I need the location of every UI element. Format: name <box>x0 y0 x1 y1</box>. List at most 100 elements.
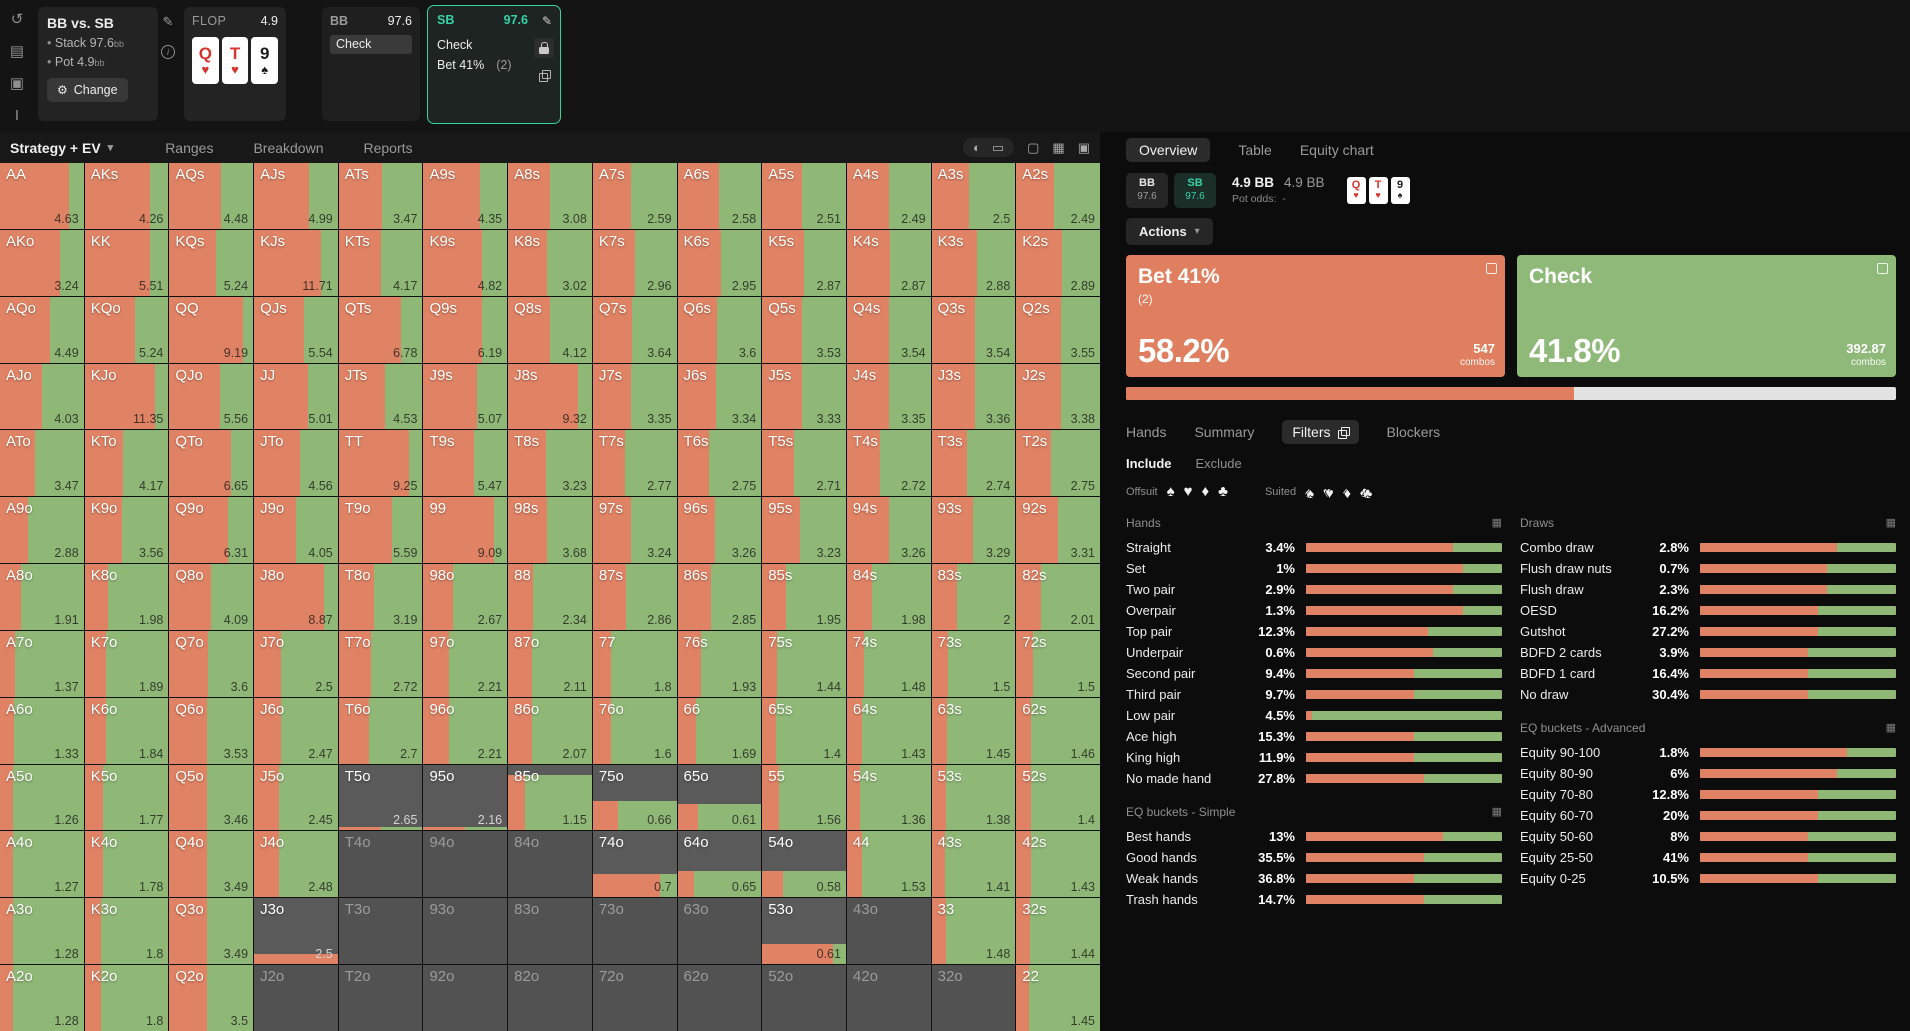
matrix-cell-84o[interactable]: 84o <box>508 831 592 898</box>
filter-row-gutshot[interactable]: Gutshot 27.2% <box>1520 621 1896 642</box>
matrix-cell-76o[interactable]: 76o 1.6 <box>592 697 677 764</box>
matrix-cell-kts[interactable]: KTs 4.17 <box>338 229 423 296</box>
edit-icon[interactable]: ✎ <box>541 14 552 28</box>
matrix-cell-t4s[interactable]: T4s 2.72 <box>846 430 931 497</box>
matrix-cell-64s[interactable]: 64s 1.43 <box>846 697 931 764</box>
matrix-cell-k2o[interactable]: K2o 1.8 <box>84 965 169 1031</box>
bet-action-block[interactable]: Bet 41% (2) 58.2% 547 combos <box>1126 255 1505 377</box>
matrix-cell-82o[interactable]: 82o <box>508 965 592 1031</box>
select-all-icon[interactable]: ▦ <box>1491 805 1502 818</box>
matrix-cell-k8o[interactable]: K8o 1.98 <box>84 564 169 630</box>
matrix-cell-22[interactable]: 22 1.45 <box>1016 965 1100 1031</box>
matrix-cell-95o[interactable]: 95o 2.16 <box>423 764 508 831</box>
suited-diamond-icon[interactable]: ♦ ♦ <box>1342 483 1351 501</box>
matrix-cell-j3o[interactable]: J3o 2.5 <box>254 898 338 965</box>
tab-table[interactable]: Table <box>1238 142 1272 158</box>
filter-row-flush-draw-nuts[interactable]: Flush draw nuts 0.7% <box>1520 558 1896 579</box>
matrix-cell-q5o[interactable]: Q5o 3.46 <box>169 764 254 831</box>
tab-hands[interactable]: Hands <box>1126 424 1167 440</box>
matrix-cell-86o[interactable]: 86o 2.07 <box>508 697 592 764</box>
matrix-cell-j8o[interactable]: J8o 8.87 <box>254 564 338 630</box>
matrix-cell-ajs[interactable]: AJs 4.99 <box>254 163 338 229</box>
lock-button[interactable] <box>534 38 554 58</box>
matrix-cell-83s[interactable]: 83s 2 <box>931 564 1016 630</box>
matrix-cell-43s[interactable]: 43s 1.41 <box>931 831 1016 898</box>
matrix-cell-a9o[interactable]: A9o 2.88 <box>0 497 84 564</box>
matrix-cell-83o[interactable]: 83o <box>508 898 592 965</box>
matrix-cell-j4s[interactable]: J4s 3.35 <box>846 363 931 430</box>
matrix-cell-54o[interactable]: 54o 0.58 <box>762 831 846 898</box>
edit-icon[interactable]: ✎ <box>162 14 174 29</box>
tab-equity-chart[interactable]: Equity chart <box>1299 142 1374 158</box>
matrix-cell-k5s[interactable]: K5s 2.87 <box>762 229 846 296</box>
matrix-cell-85o[interactable]: 85o 1.15 <box>508 764 592 831</box>
matrix-cell-kjs[interactable]: KJs 11.71 <box>254 229 338 296</box>
player-chip-bb[interactable]: BB 97.6 <box>1126 172 1168 208</box>
matrix-cell-j5s[interactable]: J5s 3.33 <box>762 363 846 430</box>
matrix-cell-a8o[interactable]: A8o 1.91 <box>0 564 84 630</box>
sb-action-bet[interactable]: Bet 41% (2) <box>437 58 512 72</box>
matrix-cell-q3s[interactable]: Q3s 3.54 <box>931 296 1016 363</box>
matrix-cell-jts[interactable]: JTs 4.53 <box>338 363 423 430</box>
change-button[interactable]: ⚙ Change <box>47 78 128 102</box>
expand-icon[interactable] <box>1877 263 1888 274</box>
matrix-cell-a7o[interactable]: A7o 1.37 <box>0 630 84 697</box>
matrix-cell-kqs[interactable]: KQs 5.24 <box>169 229 254 296</box>
matrix-cell-q7o[interactable]: Q7o 3.6 <box>169 630 254 697</box>
matrix-cell-qto[interactable]: QTo 6.65 <box>169 430 254 497</box>
view-mode-dropdown[interactable]: Strategy + EV ▾ <box>10 139 114 156</box>
matrix-cell-t8o[interactable]: T8o 3.19 <box>338 564 423 630</box>
filter-row-flush-draw[interactable]: Flush draw 2.3% <box>1520 579 1896 600</box>
matrix-cell-65s[interactable]: 65s 1.4 <box>762 697 846 764</box>
filter-row-equity-70-80[interactable]: Equity 70-80 12.8% <box>1520 784 1896 805</box>
matrix-cell-94s[interactable]: 94s 3.26 <box>846 497 931 564</box>
filter-row-no-made-hand[interactable]: No made hand 27.8% <box>1126 768 1502 789</box>
matrix-cell-65o[interactable]: 65o 0.61 <box>677 764 762 831</box>
suited-heart-icon[interactable]: ♥ ♥ <box>1323 483 1334 501</box>
copy-icon[interactable] <box>538 70 551 82</box>
matrix-cell-a9s[interactable]: A9s 4.35 <box>423 163 508 229</box>
filter-row-trash-hands[interactable]: Trash hands 14.7% <box>1126 889 1502 910</box>
matrix-cell-q8s[interactable]: Q8s 4.12 <box>508 296 592 363</box>
matrix-cell-95s[interactable]: 95s 3.23 <box>762 497 846 564</box>
matrix-cell-t8s[interactable]: T8s 3.23 <box>508 430 592 497</box>
matrix-cell-q2s[interactable]: Q2s 3.55 <box>1016 296 1100 363</box>
include-toggle[interactable]: Include <box>1126 456 1172 471</box>
bb-node-panel[interactable]: BB 97.6 Check <box>322 7 420 121</box>
filter-row-equity-0-25[interactable]: Equity 0-25 10.5% <box>1520 868 1896 889</box>
select-all-icon[interactable]: ▦ <box>1491 516 1502 529</box>
matrix-cell-q8o[interactable]: Q8o 4.09 <box>169 564 254 630</box>
matrix-cell-88[interactable]: 88 2.34 <box>508 564 592 630</box>
select-all-icon[interactable]: ▦ <box>1885 721 1896 734</box>
matrix-cell-63s[interactable]: 63s 1.45 <box>931 697 1016 764</box>
matrix-cell-k4s[interactable]: K4s 2.87 <box>846 229 931 296</box>
filter-row-king-high[interactable]: King high 11.9% <box>1126 747 1502 768</box>
matrix-cell-52o[interactable]: 52o <box>762 965 846 1031</box>
matrix-cell-55[interactable]: 55 1.56 <box>762 764 846 831</box>
matrix-cell-t2o[interactable]: T2o <box>338 965 423 1031</box>
matrix-cell-96o[interactable]: 96o 2.21 <box>423 697 508 764</box>
matrix-cell-tt[interactable]: TT 9.25 <box>338 430 423 497</box>
matrix-cell-j9o[interactable]: J9o 4.05 <box>254 497 338 564</box>
tab-breakdown[interactable]: Breakdown <box>253 139 324 156</box>
matrix-cell-a2o[interactable]: A2o 1.28 <box>0 965 84 1031</box>
matrix-cell-42o[interactable]: 42o <box>846 965 931 1031</box>
matrix-cell-96s[interactable]: 96s 3.26 <box>677 497 762 564</box>
matrix-cell-74o[interactable]: 74o 0.7 <box>592 831 677 898</box>
tab-reports[interactable]: Reports <box>363 139 413 156</box>
matrix-cell-a4o[interactable]: A4o 1.27 <box>0 831 84 898</box>
matrix-cell-66[interactable]: 66 1.69 <box>677 697 762 764</box>
matrix-cell-a2s[interactable]: A2s 2.49 <box>1016 163 1100 229</box>
matrix-cell-q6s[interactable]: Q6s 3.6 <box>677 296 762 363</box>
matrix-cell-77[interactable]: 77 1.8 <box>592 630 677 697</box>
matrix-cell-92s[interactable]: 92s 3.31 <box>1016 497 1100 564</box>
matrix-cell-t5o[interactable]: T5o 2.65 <box>338 764 423 831</box>
matrix-cell-j2s[interactable]: J2s 3.38 <box>1016 363 1100 430</box>
matrix-cell-aqo[interactable]: AQo 4.49 <box>0 296 84 363</box>
matrix-cell-a4s[interactable]: A4s 2.49 <box>846 163 931 229</box>
matrix-cell-j6o[interactable]: J6o 2.47 <box>254 697 338 764</box>
check-action-block[interactable]: Check 41.8% 392.87 combos <box>1517 255 1896 377</box>
matrix-cell-82s[interactable]: 82s 2.01 <box>1016 564 1100 630</box>
matrix-cell-ats[interactable]: ATs 3.47 <box>338 163 423 229</box>
matrix-cell-62o[interactable]: 62o <box>677 965 762 1031</box>
